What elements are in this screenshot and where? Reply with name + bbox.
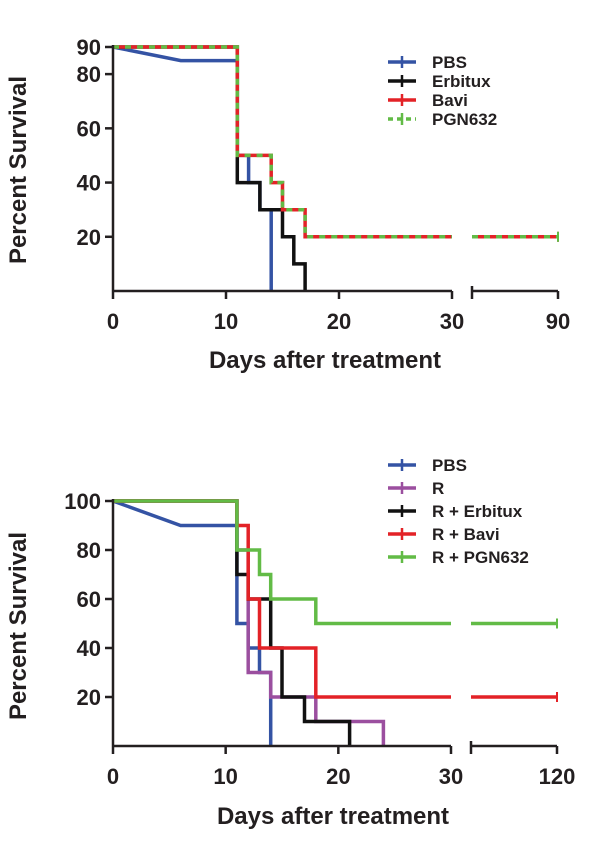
y-tick-label: 20	[77, 225, 101, 250]
x-tick-label: 90	[546, 309, 570, 334]
x-tick-label: 0	[107, 764, 119, 789]
plot-lines	[112, 499, 558, 746]
legend-entry: R + PGN632	[388, 548, 529, 567]
legend-entry: R + Bavi	[388, 525, 500, 544]
y-tick-label: 40	[77, 636, 101, 661]
tick-labels: 20 40 60 80 100 0 10 20 30 120	[64, 489, 575, 789]
legend-label: Erbitux	[432, 72, 491, 91]
x-tick-label: 30	[439, 764, 463, 789]
legend-entry: PBS	[388, 53, 467, 72]
x-tick-label: 0	[107, 309, 119, 334]
series-line-erbitux	[113, 45, 307, 291]
x-tick-label: 10	[214, 309, 238, 334]
y-tick-label: 100	[64, 489, 101, 514]
y-axis-title: Percent Survival	[5, 532, 32, 720]
x-axis-title: Days after treatment	[209, 347, 441, 374]
legend-entry: Erbitux	[388, 72, 491, 91]
legend-label: PBS	[432, 53, 467, 72]
legend-entry: R	[388, 479, 444, 498]
legend-label: R + Erbitux	[432, 502, 523, 521]
legend-label: R	[432, 479, 444, 498]
axes	[105, 499, 559, 754]
x-tick-label: 120	[539, 764, 576, 789]
legend-entry: R + Erbitux	[388, 502, 523, 521]
legend-label: R + Bavi	[432, 525, 500, 544]
x-tick-label: 10	[213, 764, 237, 789]
survival-chart-bottom: 20 40 60 80 100 0 10 20 30 120 Percent Survival D…	[5, 456, 575, 830]
legend-label: Bavi	[432, 91, 468, 110]
series-line-r-pgn632	[113, 499, 451, 626]
x-tick-label: 30	[440, 309, 464, 334]
x-tick-label: 20	[326, 764, 350, 789]
legend-entry: Bavi	[388, 91, 468, 110]
series-line-pbs	[112, 45, 273, 291]
plot-lines	[112, 45, 559, 291]
x-tick-label: 20	[327, 309, 351, 334]
y-tick-label: 60	[77, 587, 101, 612]
legend: PBS R R + Erbitux R + Bavi R + PGN632	[388, 456, 529, 567]
legend-label: PGN632	[432, 110, 497, 129]
y-tick-label: 40	[77, 171, 101, 196]
y-tick-label: 20	[77, 685, 101, 710]
legend-entry: PGN632	[388, 110, 497, 129]
legend-label: PBS	[432, 456, 467, 475]
y-tick-label: 80	[77, 62, 101, 87]
x-axis-title: Days after treatment	[217, 803, 449, 830]
y-tick-label: 80	[77, 538, 101, 563]
series-line-bavi	[113, 45, 452, 239]
y-tick-label: 90	[77, 35, 101, 60]
legend-label: R + PGN632	[432, 548, 529, 567]
y-tick-label: 60	[77, 116, 101, 141]
axes	[105, 45, 560, 299]
y-axis-title: Percent Survival	[5, 76, 32, 264]
legend-entry: PBS	[388, 456, 467, 475]
